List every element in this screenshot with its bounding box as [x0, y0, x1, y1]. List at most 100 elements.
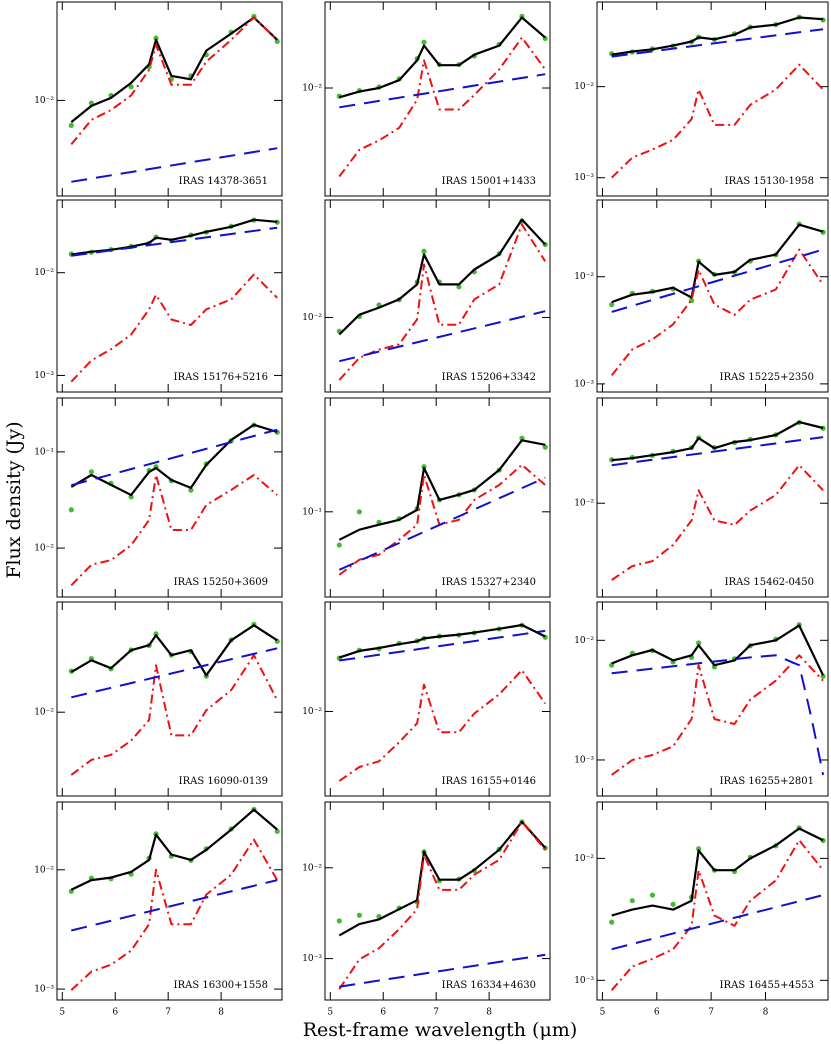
panel: 10⁻³ 10⁻² IRAS 15130-1958: [574, 1, 829, 197]
y-tick-label: 10⁻²: [34, 544, 54, 554]
data-point: [696, 640, 702, 646]
panel: 10⁻² 10⁻¹ IRAS 15250+3609: [34, 397, 283, 598]
panel-frame: [596, 1, 829, 197]
panel: 10⁻³ 10⁻² 5 6 7 8 IRAS 16455+4553: [574, 801, 829, 1018]
data-point: [609, 301, 615, 308]
data-point: [128, 494, 134, 500]
data-point: [153, 35, 159, 41]
component-line: [71, 428, 278, 487]
y-tick-label: 10⁻²: [302, 707, 322, 717]
panel-frame: [56, 1, 283, 197]
panel-frame: [56, 199, 283, 393]
panel-label: IRAS 16090-0139: [179, 776, 268, 787]
component-line: [611, 248, 824, 313]
fit-line: [338, 820, 547, 937]
data-point: [274, 828, 280, 834]
component-line: [610, 248, 824, 377]
x-tick-label: 8: [763, 1008, 769, 1018]
panel: 10⁻² IRAS 15001+1433: [302, 1, 551, 197]
data-point: [88, 469, 95, 475]
panel-label: IRAS 15462-0450: [725, 577, 814, 588]
panel-frame: [56, 801, 283, 1001]
y-tick-label: 10⁻³: [574, 976, 594, 986]
x-tick-label: 8: [486, 1008, 492, 1018]
panel-frame: [56, 397, 283, 598]
data-point: [629, 898, 635, 904]
panel: 10⁻² IRAS 16155+0146: [302, 601, 551, 797]
fit-line: [338, 16, 546, 99]
fit-line: [70, 808, 278, 891]
panel-label: IRAS 16155+0146: [442, 776, 536, 787]
component-line: [611, 654, 825, 776]
component-line: [70, 16, 278, 146]
panel-label: IRAS 15327+2340: [442, 577, 536, 588]
fit-line: [338, 439, 546, 541]
data-point: [356, 509, 363, 515]
x-tick-label: 8: [218, 1008, 224, 1018]
component-line: [339, 310, 546, 363]
y-tick-label: 10⁻¹: [302, 507, 322, 517]
x-tick-label: 6: [654, 1008, 660, 1018]
panel-frame: [324, 199, 551, 393]
component-line: [339, 953, 546, 988]
panel-label: IRAS 16300+1558: [174, 980, 268, 991]
component-line: [611, 28, 824, 58]
panel-label: IRAS 16455+4553: [720, 980, 814, 991]
component-line: [71, 226, 278, 257]
component-line: [338, 223, 547, 381]
panel: 10⁻³ 10⁻² 5 6 7 8 IRAS 16300+1558: [34, 801, 283, 1018]
panel-label: IRAS 16255+2801: [720, 776, 814, 787]
component-line: [338, 669, 547, 782]
component-line: [338, 820, 546, 990]
component-line: [70, 474, 278, 587]
data-point: [542, 444, 548, 450]
panel: 10⁻³ 10⁻² IRAS 15225+2350: [574, 199, 829, 393]
component-line: [611, 63, 824, 179]
y-tick-label: 10⁻³: [574, 379, 594, 389]
y-tick-label: 10⁻²: [34, 708, 54, 718]
component-line: [611, 894, 824, 951]
panel: 10⁻² IRAS 14378-3651: [34, 1, 283, 197]
x-tick-label: 7: [165, 1008, 171, 1018]
panel-frame: [596, 601, 829, 797]
data-point: [68, 122, 74, 128]
y-tick-label: 10⁻²: [34, 96, 54, 106]
panel-label: IRAS 15225+2350: [720, 372, 814, 383]
panel-frame: [324, 601, 551, 797]
y-tick-label: 10⁻²: [574, 636, 594, 646]
y-tick-label: 10⁻²: [302, 863, 322, 873]
fit-line: [611, 421, 824, 462]
panel-label: IRAS 15130-1958: [725, 176, 814, 187]
panel-frame: [324, 801, 551, 1001]
panel-frame: [56, 601, 283, 797]
fit-line: [611, 223, 824, 304]
x-tick-label: 5: [59, 1008, 65, 1018]
component-line: [611, 464, 824, 581]
y-tick-label: 10⁻²: [574, 272, 594, 282]
data-point: [456, 284, 462, 290]
fit-line: [70, 624, 278, 677]
fit-line: [338, 218, 547, 336]
data-point: [336, 918, 342, 924]
data-point: [188, 487, 194, 493]
data-point: [153, 631, 159, 637]
fit-line: [71, 218, 278, 256]
fit-line: [611, 624, 825, 676]
fit-line: [611, 827, 824, 917]
data-point: [696, 846, 702, 852]
x-tick-label: 5: [327, 1008, 333, 1018]
x-tick-label: 6: [112, 1008, 118, 1018]
data-point: [68, 507, 74, 513]
y-tick-label: 10⁻¹: [34, 447, 54, 457]
y-tick-label: 10⁻³: [34, 985, 54, 995]
y-tick-label: 10⁻³: [302, 954, 322, 964]
y-tick-label: 10⁻²: [34, 865, 54, 875]
component-line: [338, 36, 547, 178]
x-tick-label: 6: [380, 1008, 386, 1018]
panel: 10⁻² IRAS 15206+3342: [302, 199, 551, 393]
panel-label: IRAS 16334+4630: [442, 980, 536, 991]
panel: 10⁻³ 10⁻² 5 6 7 8 IRAS 16334+4630: [302, 801, 551, 1018]
y-tick-label: 10⁻²: [34, 268, 54, 278]
panel-frame: [596, 801, 829, 1001]
x-tick-label: 7: [708, 1008, 714, 1018]
